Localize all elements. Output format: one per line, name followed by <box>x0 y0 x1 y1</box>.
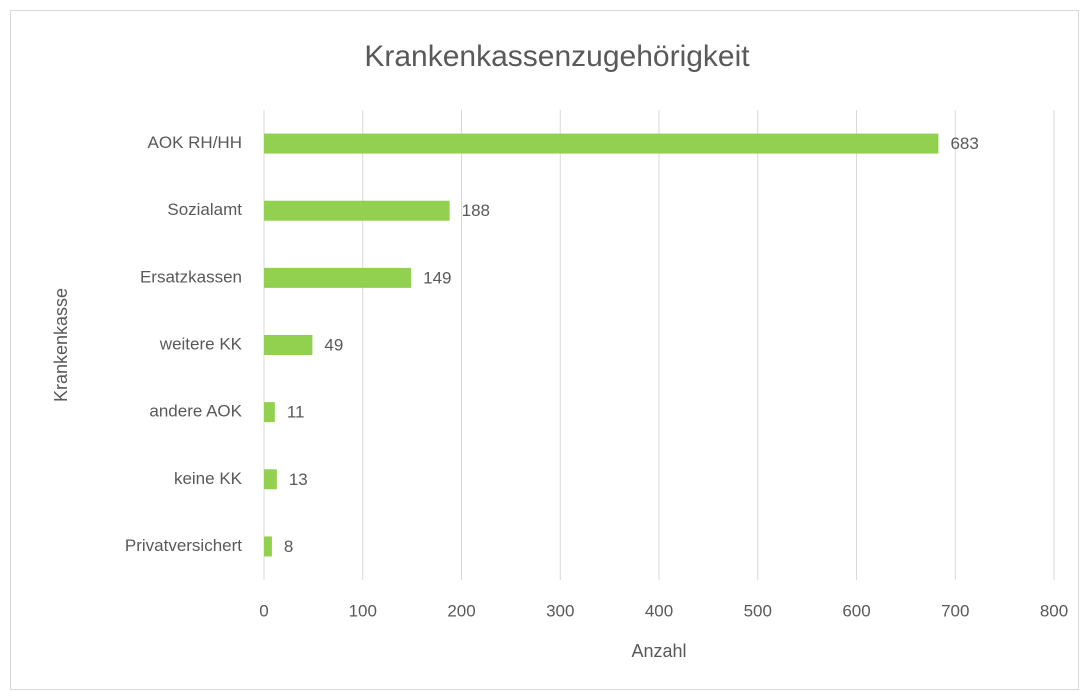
data-label: 11 <box>287 403 305 422</box>
data-label: 8 <box>284 537 293 556</box>
x-tick-label: 200 <box>447 601 475 620</box>
data-label: 13 <box>289 470 308 489</box>
x-tick-label: 800 <box>1040 601 1068 620</box>
data-label: 683 <box>950 134 978 153</box>
bar <box>264 335 313 355</box>
x-axis-label: Anzahl <box>631 641 686 661</box>
x-tick-label: 300 <box>546 601 574 620</box>
x-tick-label: 400 <box>645 601 673 620</box>
chart-border <box>10 10 1079 690</box>
y-tick-label: Ersatzkassen <box>140 267 242 286</box>
data-label: 149 <box>423 268 451 287</box>
y-tick-label: keine KK <box>174 469 243 488</box>
bar <box>264 200 450 221</box>
x-tick-label: 600 <box>842 601 870 620</box>
x-tick-label: 500 <box>744 601 772 620</box>
bar <box>264 133 939 154</box>
bar <box>264 536 272 557</box>
y-tick-label: weitere KK <box>159 334 243 353</box>
chart-title: Krankenkassenzugehörigkeit <box>364 40 750 73</box>
y-tick-label: Privatversichert <box>125 536 242 555</box>
y-axis-label: Krankenkasse <box>51 288 71 402</box>
bar <box>264 267 412 288</box>
x-tick-label: 100 <box>349 601 377 620</box>
data-label: 188 <box>462 201 490 220</box>
x-tick-label: 700 <box>941 601 969 620</box>
bar <box>264 469 277 490</box>
y-tick-label: andere AOK <box>149 402 242 421</box>
y-tick-label: Sozialamt <box>167 200 242 219</box>
data-label: 49 <box>324 335 343 354</box>
bar <box>264 402 275 423</box>
x-tick-label: 0 <box>259 601 268 620</box>
y-tick-label: AOK RH/HH <box>148 133 242 152</box>
